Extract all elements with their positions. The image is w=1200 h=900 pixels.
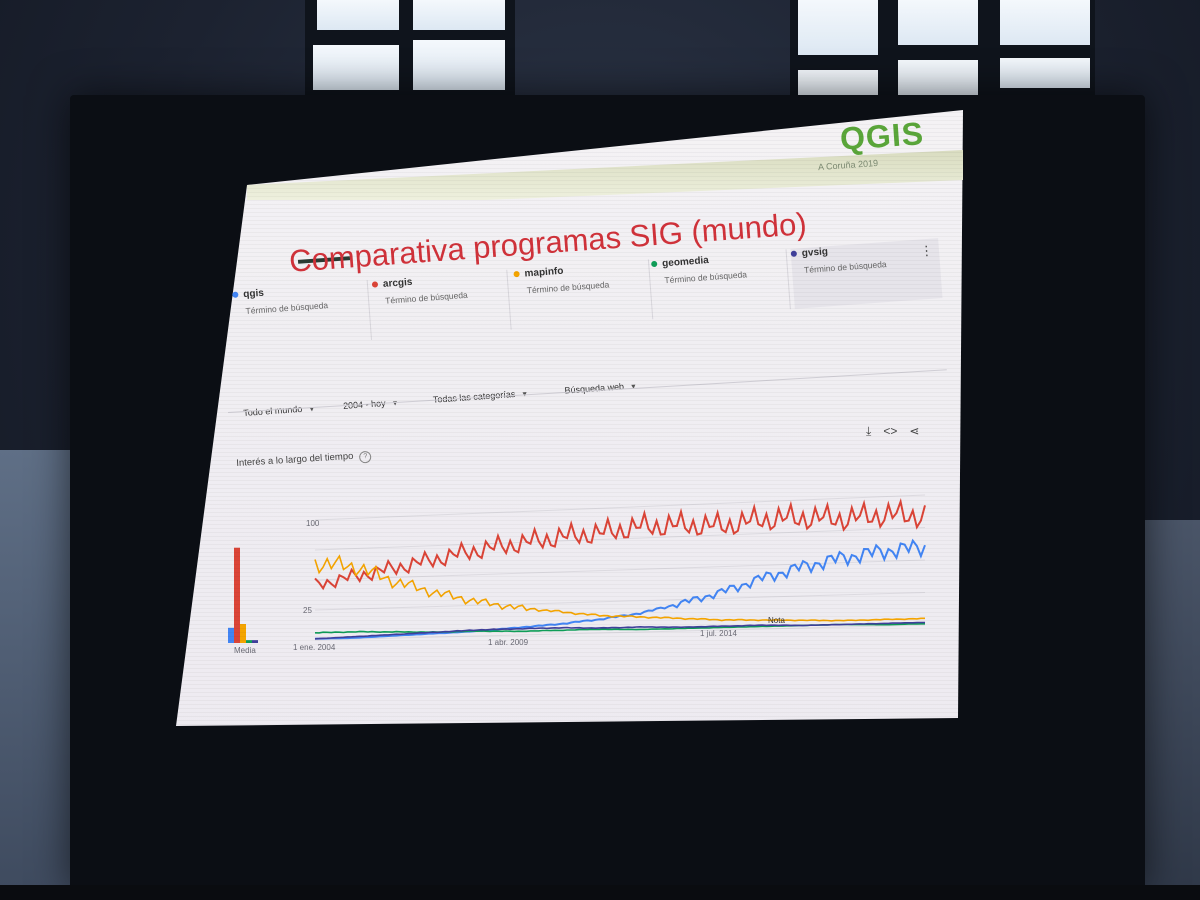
embed-icon[interactable]: <> xyxy=(883,424,898,438)
average-bar-gvsig xyxy=(252,640,258,643)
window-pane xyxy=(798,0,878,55)
gridline xyxy=(314,559,926,581)
floor xyxy=(0,885,1200,900)
x-tick-2009: 1 abr. 2009 xyxy=(488,638,529,647)
y-tick-25: 25 xyxy=(303,606,312,615)
window-pane xyxy=(317,0,399,30)
gridline xyxy=(314,527,926,551)
gridline xyxy=(314,624,926,641)
chart-tools: ⤓ <> ⋖ xyxy=(866,424,931,439)
series-line-arcgis xyxy=(314,498,926,591)
series-line-mapinfo xyxy=(314,554,925,622)
gridline xyxy=(314,494,926,521)
window-pane xyxy=(1000,0,1090,45)
average-bar-mapinfo xyxy=(240,624,246,643)
window-pane xyxy=(1000,58,1090,88)
window-pane xyxy=(413,0,505,30)
download-icon[interactable]: ⤓ xyxy=(866,424,872,438)
gridline xyxy=(314,592,926,611)
series-line-gvsig xyxy=(314,621,925,640)
note-label: Nota xyxy=(768,616,785,625)
share-icon[interactable]: ⋖ xyxy=(909,424,920,438)
x-tick-2004: 1 ene. 2004 xyxy=(293,643,336,652)
window-pane xyxy=(413,40,505,90)
average-bar-qgis xyxy=(228,627,234,643)
average-bar-geomedia xyxy=(246,640,252,643)
avg-label: Media xyxy=(234,646,256,655)
y-tick-100: 100 xyxy=(306,519,320,528)
x-tick-2014: 1 jul. 2014 xyxy=(700,629,737,638)
window-pane xyxy=(313,45,399,90)
average-bar-arcgis xyxy=(234,547,240,643)
window-pane xyxy=(898,0,978,45)
